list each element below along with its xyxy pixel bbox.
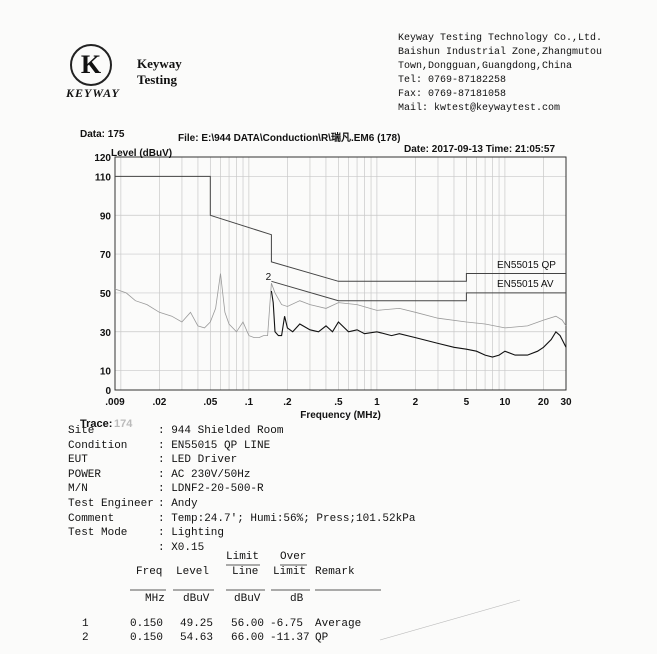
contact-line: Tel: 0769-87182258	[398, 75, 507, 86]
marker-label: 2	[266, 272, 272, 283]
table-cell-over: -6.75	[270, 618, 304, 630]
trace-value: 174	[114, 418, 133, 430]
table-cell-freq: 0.150	[130, 632, 164, 644]
limit-line-label: EN55015 AV	[497, 279, 554, 290]
emi-chart: .009 .02 .05 .1 .2 .5 1 2 5 10 20 30 0 10 30 50 70 90 110 1…	[94, 148, 572, 421]
unit-level: dBuV	[183, 593, 210, 605]
series-trace-2	[270, 290, 567, 358]
x-tick-label: 30	[560, 397, 572, 408]
table-cell-remark: Average	[315, 618, 362, 630]
y-tick-label: 110	[95, 172, 112, 183]
y-tick-label: 0	[105, 386, 111, 397]
company-name-line1: Keyway	[137, 56, 182, 71]
info-value: : EN55015 QP LINE	[158, 439, 271, 452]
info-label: Test Engineer	[68, 498, 154, 510]
x-tick-label: .02	[152, 397, 166, 408]
table-cell-level: 54.63	[180, 632, 214, 644]
table-cell-remark: QP	[315, 632, 329, 644]
col-limit: Limit	[273, 566, 307, 578]
x-tick-label: 1	[374, 397, 380, 408]
keyway-logo-icon: K	[70, 44, 112, 86]
x-tick-label: .1	[245, 397, 254, 408]
info-value: : 944 Shielded Room	[158, 425, 284, 437]
date-time: Date: 2017-09-13 Time: 21:05:57	[404, 144, 556, 155]
info-label: POWER	[68, 468, 102, 481]
y-tick-label: 90	[100, 211, 112, 222]
y-tick-label: 10	[100, 367, 112, 378]
table-cell-line: 66.00	[231, 632, 265, 644]
y-tick-label: 120	[94, 153, 111, 164]
x-tick-label: 20	[538, 397, 550, 408]
contact-line: Keyway Testing Technology Co.,Ltd.	[398, 33, 603, 44]
info-value: : Lighting	[158, 527, 225, 540]
y-axis-label: Level (dBuV)	[111, 148, 172, 159]
x-tick-label: .5	[334, 397, 343, 408]
keyway-logo-wordmark: KEYWAY	[66, 86, 120, 100]
trace-label: Trace:	[80, 418, 113, 430]
x-tick-label: 10	[499, 397, 511, 408]
limit-line-label: EN55015 QP	[497, 260, 556, 271]
table-cell-line: 56.00	[231, 618, 265, 630]
y-tick-label: 50	[100, 289, 112, 300]
chart-limit-lines	[115, 175, 566, 302]
table-cell-over: -11.37	[270, 632, 310, 644]
contact-line: Fax: 0769-87181058	[398, 89, 507, 100]
table-cell-level: 49.25	[180, 618, 214, 630]
info-value: : AC 230V/50Hz	[158, 468, 251, 481]
table-cell-no: 2	[82, 632, 89, 644]
company-name-line2: Testing	[137, 72, 177, 87]
x-tick-label: .2	[283, 397, 292, 408]
x-tick-label: 5	[464, 397, 470, 408]
chart-labels: .009 .02 .05 .1 .2 .5 1 2 5 10 20 30 0 10 30 50 70 90 110 1…	[94, 148, 572, 421]
data-number: Data: 175	[80, 129, 125, 140]
info-value: : X0.15	[158, 541, 205, 554]
x-tick-label: 2	[413, 397, 419, 408]
contact-line: Town,Dongguan,Guangdong,China	[398, 61, 573, 72]
col-limit-top: Limit	[226, 551, 260, 563]
y-tick-label: 30	[100, 328, 112, 339]
limit-line	[115, 175, 566, 282]
info-label: Test Mode	[68, 527, 128, 540]
info-label: Condition	[68, 439, 128, 452]
series-trace-1	[114, 273, 567, 338]
file-path: File: E:\944 DATA\Conduction\R\瑞凡.EM6 (1…	[178, 133, 401, 144]
col-level: Level	[176, 566, 210, 578]
info-value: : LED Driver	[158, 454, 238, 467]
y-tick-label: 70	[100, 250, 112, 261]
contact-line: Baishun Industrial Zone,Zhangmutou	[398, 47, 603, 58]
chart-series	[114, 273, 567, 358]
col-line: Line	[232, 566, 259, 578]
col-remark: Remark	[315, 566, 355, 578]
table-cell-no: 1	[82, 618, 89, 630]
info-label: EUT	[68, 454, 88, 467]
info-value: : Temp:24.7'; Humi:56%; Press;101.52kPa	[158, 512, 416, 525]
x-axis-label: Frequency (MHz)	[300, 410, 381, 421]
unit-line: dBuV	[234, 593, 261, 605]
info-label: Site	[68, 425, 95, 437]
info-label: M/N	[68, 483, 88, 496]
col-over-top: Over	[280, 551, 307, 563]
unit-freq: MHz	[145, 593, 165, 605]
contact-line: Mail: kwtest@keywaytest.com	[398, 103, 561, 114]
col-freq: Freq	[136, 566, 163, 578]
info-label: Comment	[68, 512, 115, 525]
x-tick-label: .05	[203, 397, 217, 408]
unit-limit: dB	[290, 593, 304, 605]
x-tick-label: .009	[105, 397, 125, 408]
table-cell-freq: 0.150	[130, 618, 164, 630]
info-value: : LDNF2-20-500-R	[158, 483, 264, 496]
info-value: : Andy	[158, 498, 198, 510]
limit-line	[271, 280, 566, 302]
